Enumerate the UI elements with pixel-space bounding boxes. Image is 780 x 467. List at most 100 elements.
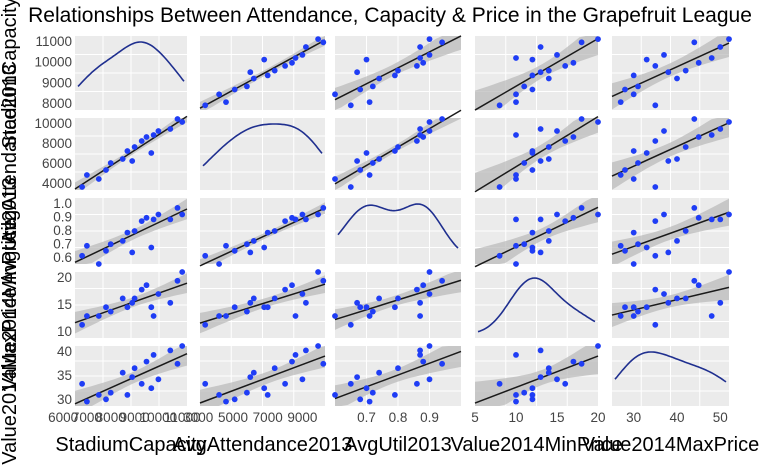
data-point <box>395 67 401 74</box>
data-point <box>395 295 401 302</box>
chart-title: Relationships Between Attendance, Capaci… <box>28 4 752 27</box>
data-point <box>143 358 150 365</box>
data-point <box>167 347 174 354</box>
data-point <box>417 132 423 138</box>
data-point <box>652 252 659 259</box>
data-point <box>513 132 519 138</box>
data-point <box>513 176 519 182</box>
data-point <box>545 228 552 234</box>
y-variable-label: AvgUtil2013 <box>0 177 21 284</box>
data-point <box>630 261 637 267</box>
data-point <box>595 119 601 125</box>
data-point <box>179 343 186 349</box>
x-variable-labels: StadiumCapacityAvgAttendance2013AvgUtil2… <box>55 434 759 456</box>
data-point <box>570 134 577 140</box>
data-point <box>264 72 271 79</box>
y-variable-labels: StadiumCapacityAvgAttendance2013AvgUtil2… <box>0 0 21 465</box>
data-point <box>320 205 327 211</box>
data-point <box>439 116 445 122</box>
x-tick-label: 0.7 <box>357 410 376 425</box>
data-point <box>107 308 114 315</box>
data-point <box>643 56 650 63</box>
data-point <box>148 304 155 311</box>
data-point <box>622 86 628 93</box>
data-point <box>521 389 528 396</box>
data-point <box>529 244 536 251</box>
data-point <box>95 313 102 319</box>
y-variable-label: Value2014MinPrice <box>0 219 21 391</box>
confidence-band <box>75 198 187 264</box>
data-point <box>143 214 150 221</box>
data-point <box>148 385 155 392</box>
data-point <box>545 369 552 376</box>
data-point <box>369 389 376 396</box>
data-point <box>247 249 254 256</box>
panel-1-0 <box>74 115 188 190</box>
x-variable-label: Value2014MinPrice <box>451 434 623 456</box>
data-point <box>545 238 552 244</box>
data-point <box>643 304 650 311</box>
panel-0-2 <box>332 35 462 110</box>
panel-1-2 <box>332 109 462 190</box>
density-curve <box>202 123 323 167</box>
density-curve <box>337 203 459 249</box>
data-point <box>202 321 209 328</box>
data-point <box>695 282 702 289</box>
y-tick-label: 11000 <box>35 34 72 49</box>
data-point <box>363 56 370 63</box>
panel-1-4 <box>611 116 732 190</box>
data-point <box>630 91 637 98</box>
x-tick-label: 7000 <box>72 410 102 425</box>
data-point <box>595 211 601 218</box>
data-point <box>414 286 420 293</box>
data-point <box>138 380 145 387</box>
data-point <box>414 380 420 387</box>
y-tick-label: 4000 <box>42 176 72 191</box>
data-point <box>143 134 150 140</box>
data-point <box>84 242 90 249</box>
scatter-matrix-panels: 800090001000011000400060008000100000.60.… <box>34 34 732 425</box>
data-point <box>661 52 667 58</box>
regression-line <box>474 37 599 111</box>
data-point <box>529 56 536 63</box>
data-point <box>717 44 724 50</box>
data-point <box>496 102 503 109</box>
data-point <box>357 86 364 93</box>
data-point <box>271 228 278 234</box>
data-point <box>244 389 250 396</box>
data-point <box>513 392 519 398</box>
data-point <box>84 172 90 178</box>
data-point <box>562 63 569 69</box>
y-variable-label: AvgAttendance2013 <box>0 64 21 244</box>
data-point <box>426 128 433 134</box>
data-point <box>562 218 569 225</box>
panel-0-1 <box>199 36 327 110</box>
data-point <box>119 238 126 244</box>
data-point <box>261 385 268 392</box>
data-point <box>299 291 306 297</box>
data-point <box>289 282 295 289</box>
data-point <box>247 374 254 380</box>
data-point <box>223 99 229 105</box>
data-point <box>726 119 732 125</box>
data-point <box>107 241 114 248</box>
y-tick-label: 0.7 <box>53 237 72 252</box>
x-tick-label: 11000 <box>164 410 201 425</box>
data-point <box>426 36 433 42</box>
data-point <box>537 69 544 76</box>
x-variable-label: Value2014MaxPrice <box>582 434 760 456</box>
data-point <box>250 75 257 82</box>
data-point <box>247 299 254 306</box>
data-point <box>124 304 131 311</box>
data-point <box>131 228 138 234</box>
data-point <box>357 167 364 173</box>
panel-0-3 <box>474 36 601 111</box>
data-point <box>652 138 659 144</box>
data-point <box>320 360 327 367</box>
data-point <box>652 63 659 69</box>
data-point <box>545 75 552 82</box>
data-point <box>682 295 689 302</box>
data-point <box>244 83 250 90</box>
data-point <box>595 343 601 349</box>
